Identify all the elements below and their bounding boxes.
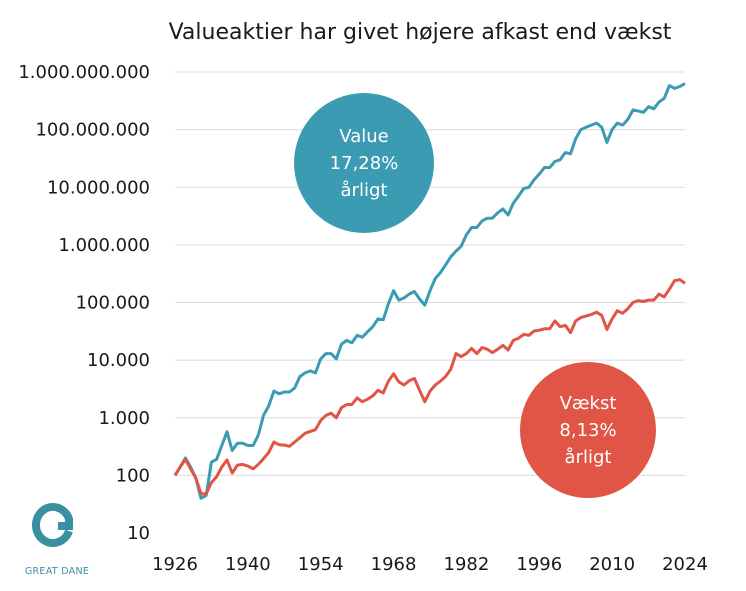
series-lines: [173, 82, 686, 500]
y-tick-label: 100: [116, 465, 150, 486]
x-axis-ticks: 1926 1940 1954 1968 1982 1996 2010 2024: [152, 554, 708, 575]
bubble-label: Value: [339, 126, 388, 147]
x-tick-label: 1982: [444, 554, 490, 575]
logo-g-icon: [32, 503, 73, 547]
gridlines: [175, 71, 685, 476]
y-tick-label: 1.000.000.000: [18, 62, 150, 83]
y-tick-label: 100.000.000: [35, 120, 150, 141]
y-tick-label: 1.000.000: [58, 235, 150, 256]
logo-text: GREAT DANE: [25, 566, 89, 577]
chart-title: Valueaktier har givet højere afkast end …: [169, 20, 672, 45]
bubble-label: Vækst: [560, 393, 617, 414]
series-line-value: [173, 82, 686, 500]
bubble-label: 8,13%: [559, 420, 616, 441]
x-tick-label: 1926: [152, 554, 198, 575]
bubble-circle: [520, 362, 656, 498]
y-tick-label: 100.000: [76, 293, 150, 314]
annotation-bubble-vaekst: Vækst 8,13% årligt: [520, 362, 656, 498]
bubble-circle: [294, 93, 434, 233]
bubble-label: årligt: [565, 447, 612, 468]
x-tick-label: 1968: [371, 554, 417, 575]
annotation-bubbles: Value 17,28% årligt Vækst 8,13% årligt: [294, 93, 656, 498]
x-tick-label: 1996: [516, 554, 562, 575]
x-tick-label: 2024: [662, 554, 708, 575]
x-tick-label: 1954: [298, 554, 344, 575]
bubble-label: årligt: [341, 180, 388, 201]
y-axis-ticks: 10 100 1.000 10.000 100.000 1.000.000 10.000.0…: [18, 62, 150, 544]
bubble-label: 17,28%: [330, 153, 399, 174]
x-tick-label: 1940: [225, 554, 271, 575]
annotation-bubble-value: Value 17,28% årligt: [294, 93, 434, 233]
great-dane-logo: GREAT DANE: [25, 503, 89, 577]
series-line-vaekst: [173, 278, 686, 496]
y-tick-label: 1.000: [98, 408, 150, 429]
y-tick-label: 10: [127, 523, 150, 544]
y-tick-label: 10.000.000: [47, 177, 150, 198]
y-tick-label: 10.000: [87, 350, 150, 371]
x-tick-label: 2010: [589, 554, 635, 575]
